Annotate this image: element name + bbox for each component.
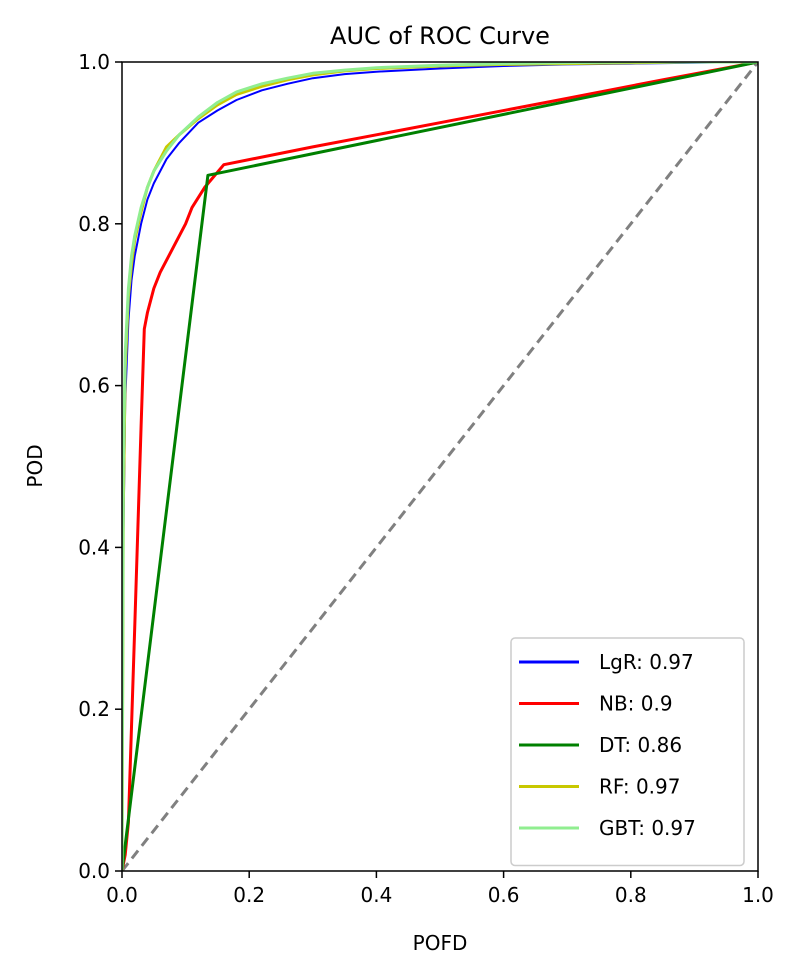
series-line-lgr	[122, 62, 758, 871]
y-tick-label: 0.8	[78, 212, 110, 236]
series-line-nb	[122, 62, 758, 871]
x-tick-label: 0.8	[615, 883, 647, 907]
series-line-dt	[122, 62, 758, 871]
x-tick-label: 0.2	[233, 883, 265, 907]
series-layer	[122, 62, 758, 871]
legend: LgR: 0.97 NB: 0.9 DT: 0.86 RF: 0.97 GBT: 0.9…	[510, 637, 745, 867]
reference-diagonal-line	[122, 62, 758, 871]
y-tick-label: 0.2	[78, 697, 110, 721]
legend-label: LgR: 0.97	[599, 650, 694, 674]
x-tick-label: 0.6	[488, 883, 520, 907]
x-tick-label: 0.4	[360, 883, 392, 907]
legend-label: NB: 0.9	[599, 692, 673, 716]
legend-label: DT: 0.86	[599, 733, 682, 757]
y-tick-label: 0.6	[78, 374, 110, 398]
y-axis: 0.0 0.2 0.4 0.6 0.8 1.0	[78, 50, 122, 883]
x-tick-label: 1.0	[742, 883, 774, 907]
y-tick-label: 0.4	[78, 535, 110, 559]
plot-frame	[121, 61, 759, 872]
x-axis: 0.0 0.2 0.4 0.6 0.8 1.0	[106, 871, 774, 907]
series-line-gbt	[122, 62, 758, 871]
x-axis-title: POFD	[413, 931, 468, 955]
legend-box	[510, 637, 745, 867]
x-tick-label: 0.0	[106, 883, 138, 907]
chart-title: AUC of ROC Curve	[330, 22, 550, 50]
y-tick-label: 0.0	[78, 859, 110, 883]
legend-label: GBT: 0.97	[599, 816, 696, 840]
reference-diagonal-layer	[122, 62, 758, 871]
y-axis-title: POD	[23, 444, 47, 487]
y-tick-label: 1.0	[78, 50, 110, 74]
legend-label: RF: 0.97	[599, 775, 680, 799]
